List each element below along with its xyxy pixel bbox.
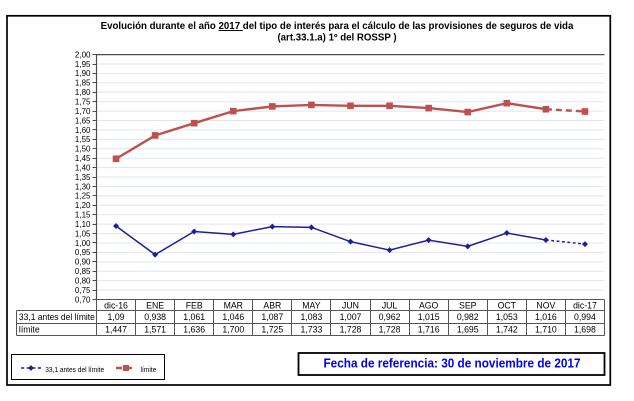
svg-text:2,00: 2,00 [75,50,91,59]
svg-text:1,016: 1,016 [535,311,557,322]
svg-text:1,40: 1,40 [75,163,91,172]
svg-text:1,053: 1,053 [496,311,518,322]
svg-text:dic-17: dic-17 [573,300,597,311]
svg-text:1,50: 1,50 [75,145,91,154]
svg-text:1,046: 1,046 [222,311,244,322]
svg-text:1,70: 1,70 [75,107,91,116]
svg-text:1,695: 1,695 [457,324,479,335]
svg-text:1,728: 1,728 [379,324,401,335]
svg-text:1,742: 1,742 [496,324,518,335]
svg-text:1,00: 1,00 [75,239,91,248]
svg-text:1,733: 1,733 [301,324,323,335]
svg-text:JUL: JUL [382,300,398,311]
svg-text:33,1 antes del límite: 33,1 antes del límite [19,311,95,322]
svg-text:1,90: 1,90 [75,69,91,78]
svg-text:1,15: 1,15 [75,211,91,220]
svg-text:1,061: 1,061 [183,311,205,322]
svg-text:1,700: 1,700 [222,324,244,335]
svg-text:1,85: 1,85 [75,79,91,88]
svg-text:1,55: 1,55 [75,135,91,144]
svg-text:AGO: AGO [419,300,438,311]
svg-text:0,80: 0,80 [75,276,91,285]
svg-text:1,698: 1,698 [574,324,596,335]
svg-text:1,087: 1,087 [261,311,283,322]
svg-text:1,710: 1,710 [535,324,557,335]
svg-text:1,35: 1,35 [75,173,91,182]
svg-text:1,80: 1,80 [75,88,91,97]
svg-text:0,95: 0,95 [75,248,91,257]
svg-text:MAY: MAY [302,300,321,311]
svg-text:Fecha de referencia: 30 de nov: Fecha de referencia: 30 de noviembre de … [324,357,581,371]
svg-text:33,1 antes del límite: 33,1 antes del límite [45,366,104,374]
svg-text:1,083: 1,083 [301,311,323,322]
svg-text:1,60: 1,60 [75,126,91,135]
svg-text:1,716: 1,716 [418,324,440,335]
svg-text:0,994: 0,994 [574,311,596,322]
svg-text:1,65: 1,65 [75,116,91,125]
svg-text:0,962: 0,962 [379,311,401,322]
svg-text:Evolución durante el año 2017: Evolución durante el año 2017 del tipo d… [101,21,574,32]
svg-text:límite: límite [141,366,157,374]
svg-text:NOV: NOV [536,300,556,311]
svg-text:1,725: 1,725 [261,324,283,335]
svg-text:ABR: ABR [263,300,281,311]
svg-text:1,007: 1,007 [340,311,362,322]
svg-text:1,30: 1,30 [75,182,91,191]
svg-text:0,938: 0,938 [144,311,166,322]
svg-text:0,982: 0,982 [457,311,479,322]
svg-text:0,85: 0,85 [75,267,91,276]
svg-text:1,636: 1,636 [183,324,205,335]
svg-text:1,10: 1,10 [75,220,91,229]
svg-text:1,447: 1,447 [105,324,127,335]
svg-text:1,09: 1,09 [108,311,125,322]
svg-text:0,75: 0,75 [75,286,91,295]
svg-text:ENE: ENE [146,300,164,311]
svg-text:1,25: 1,25 [75,192,91,201]
svg-text:1,75: 1,75 [75,98,91,107]
svg-text:1,015: 1,015 [418,311,440,322]
svg-text:1,20: 1,20 [75,201,91,210]
svg-text:límite: límite [19,324,40,335]
svg-text:1,571: 1,571 [144,324,166,335]
svg-text:MAR: MAR [224,300,244,311]
svg-text:0,70: 0,70 [75,295,91,304]
svg-text:0,90: 0,90 [75,258,91,267]
svg-text:FEB: FEB [186,300,203,311]
svg-text:(art.33.1.a) 1º del ROSSP ): (art.33.1.a) 1º del ROSSP ) [277,33,396,44]
svg-text:OCT: OCT [498,300,517,311]
svg-text:1,45: 1,45 [75,154,91,163]
svg-text:1,728: 1,728 [340,324,362,335]
svg-text:1,05: 1,05 [75,229,91,238]
svg-text:JUN: JUN [342,300,359,311]
svg-text:SEP: SEP [459,300,476,311]
svg-text:1,95: 1,95 [75,60,91,69]
svg-text:dic-16: dic-16 [104,300,128,311]
